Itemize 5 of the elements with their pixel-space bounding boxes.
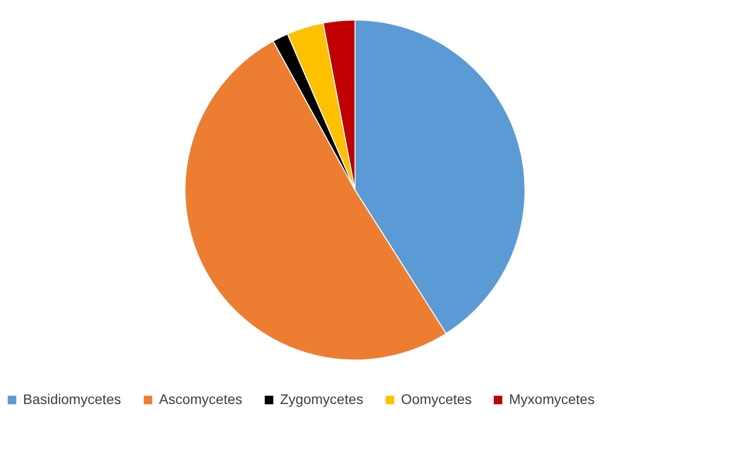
legend-label: Zygomycetes (280, 391, 364, 407)
legend-label: Basidiomycetes (23, 391, 122, 407)
legend-label: Ascomycetes (159, 391, 242, 407)
legend-label: Myxomycetes (509, 391, 595, 407)
legend-label: Oomycetes (401, 391, 472, 407)
